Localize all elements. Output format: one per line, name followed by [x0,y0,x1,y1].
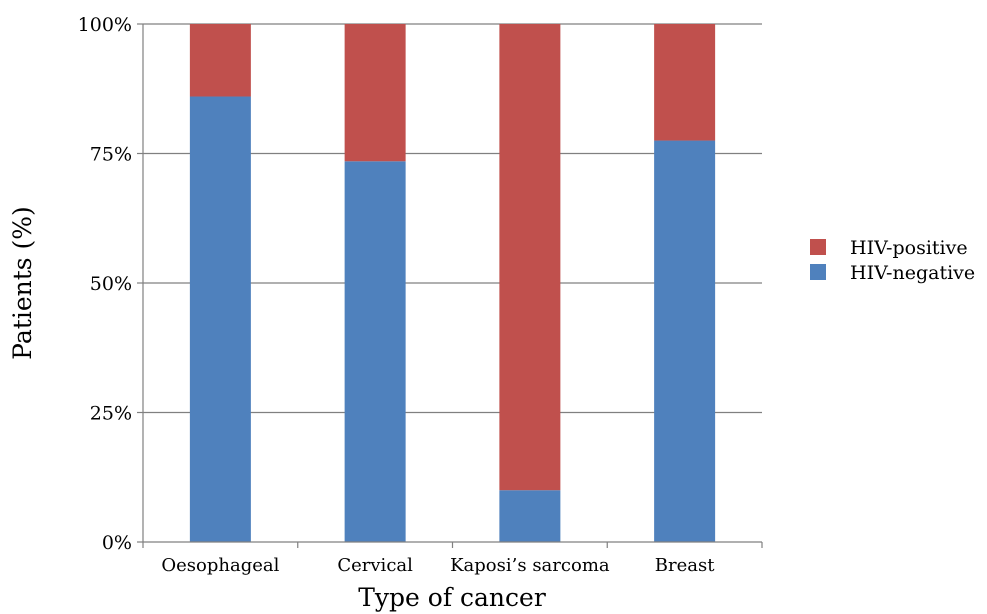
y-tick-label-100: 100% [78,14,132,36]
bar-hiv-positive-kaposi-s-sarcoma [499,24,561,491]
bar-hiv-negative-breast [654,140,716,543]
bar-hiv-positive-breast [654,24,716,141]
ticks [137,23,763,548]
bar-hiv-positive-oesophageal [189,24,251,97]
x-tick-labels: Oesophageal Cervical Kaposi’s sarcoma Breas… [161,555,715,576]
x-axis-title: Type of cancer [358,583,546,612]
legend-label-hiv-positive: HIV-positive [850,237,968,259]
x-tick-label-cervical: Cervical [337,555,413,576]
x-tick-label-breast: Breast [655,555,715,576]
bar-hiv-negative-cervical [344,161,406,542]
y-tick-labels: 0% 25% 50% 75% 100% [78,14,132,554]
bar-hiv-negative-oesophageal [189,96,251,543]
y-tick-label-75: 75% [90,144,132,166]
x-tick-label-kaposi-s-sarcoma: Kaposi’s sarcoma [450,555,610,576]
bar-hiv-negative-kaposi-s-sarcoma [499,490,561,542]
y-tick-label-25: 25% [90,403,132,425]
legend-swatch-hiv-positive [810,239,826,255]
bars [189,24,716,543]
legend: HIV-positive HIV-negative [810,237,975,284]
legend-swatch-hiv-negative [810,264,826,280]
y-axis-title: Patients (%) [8,206,37,360]
legend-label-hiv-negative: HIV-negative [850,262,975,284]
x-tick-label-oesophageal: Oesophageal [161,555,279,576]
bar-hiv-positive-cervical [344,24,406,162]
y-tick-label-0: 0% [102,532,132,554]
y-tick-label-50: 50% [90,273,132,295]
